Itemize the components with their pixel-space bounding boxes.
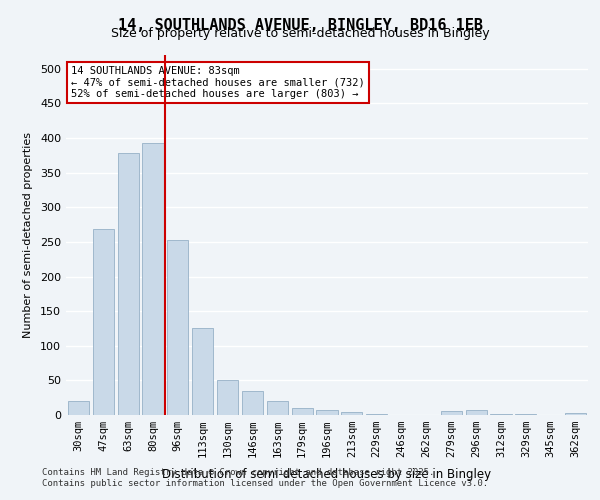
Text: Contains HM Land Registry data © Crown copyright and database right 2025.
Contai: Contains HM Land Registry data © Crown c… <box>42 468 488 487</box>
Bar <box>242 391 263 415</box>
Y-axis label: Number of semi-detached properties: Number of semi-detached properties <box>23 132 33 338</box>
Bar <box>217 380 238 415</box>
Bar <box>192 328 213 415</box>
Bar <box>167 240 188 415</box>
Bar <box>490 414 512 415</box>
Bar <box>316 410 338 415</box>
Bar <box>68 401 89 415</box>
Text: 14, SOUTHLANDS AVENUE, BINGLEY, BD16 1EB: 14, SOUTHLANDS AVENUE, BINGLEY, BD16 1EB <box>118 18 482 32</box>
Bar <box>515 414 536 415</box>
Bar <box>441 411 462 415</box>
Bar <box>466 410 487 415</box>
Bar <box>118 154 139 415</box>
Text: 14 SOUTHLANDS AVENUE: 83sqm
← 47% of semi-detached houses are smaller (732)
52% : 14 SOUTHLANDS AVENUE: 83sqm ← 47% of sem… <box>71 66 365 99</box>
Bar <box>292 408 313 415</box>
Bar <box>565 413 586 415</box>
Bar <box>341 412 362 415</box>
Bar <box>93 230 114 415</box>
Text: Size of property relative to semi-detached houses in Bingley: Size of property relative to semi-detach… <box>110 28 490 40</box>
Bar <box>142 143 164 415</box>
Bar <box>267 401 288 415</box>
Bar <box>366 414 387 415</box>
X-axis label: Distribution of semi-detached houses by size in Bingley: Distribution of semi-detached houses by … <box>163 468 491 481</box>
